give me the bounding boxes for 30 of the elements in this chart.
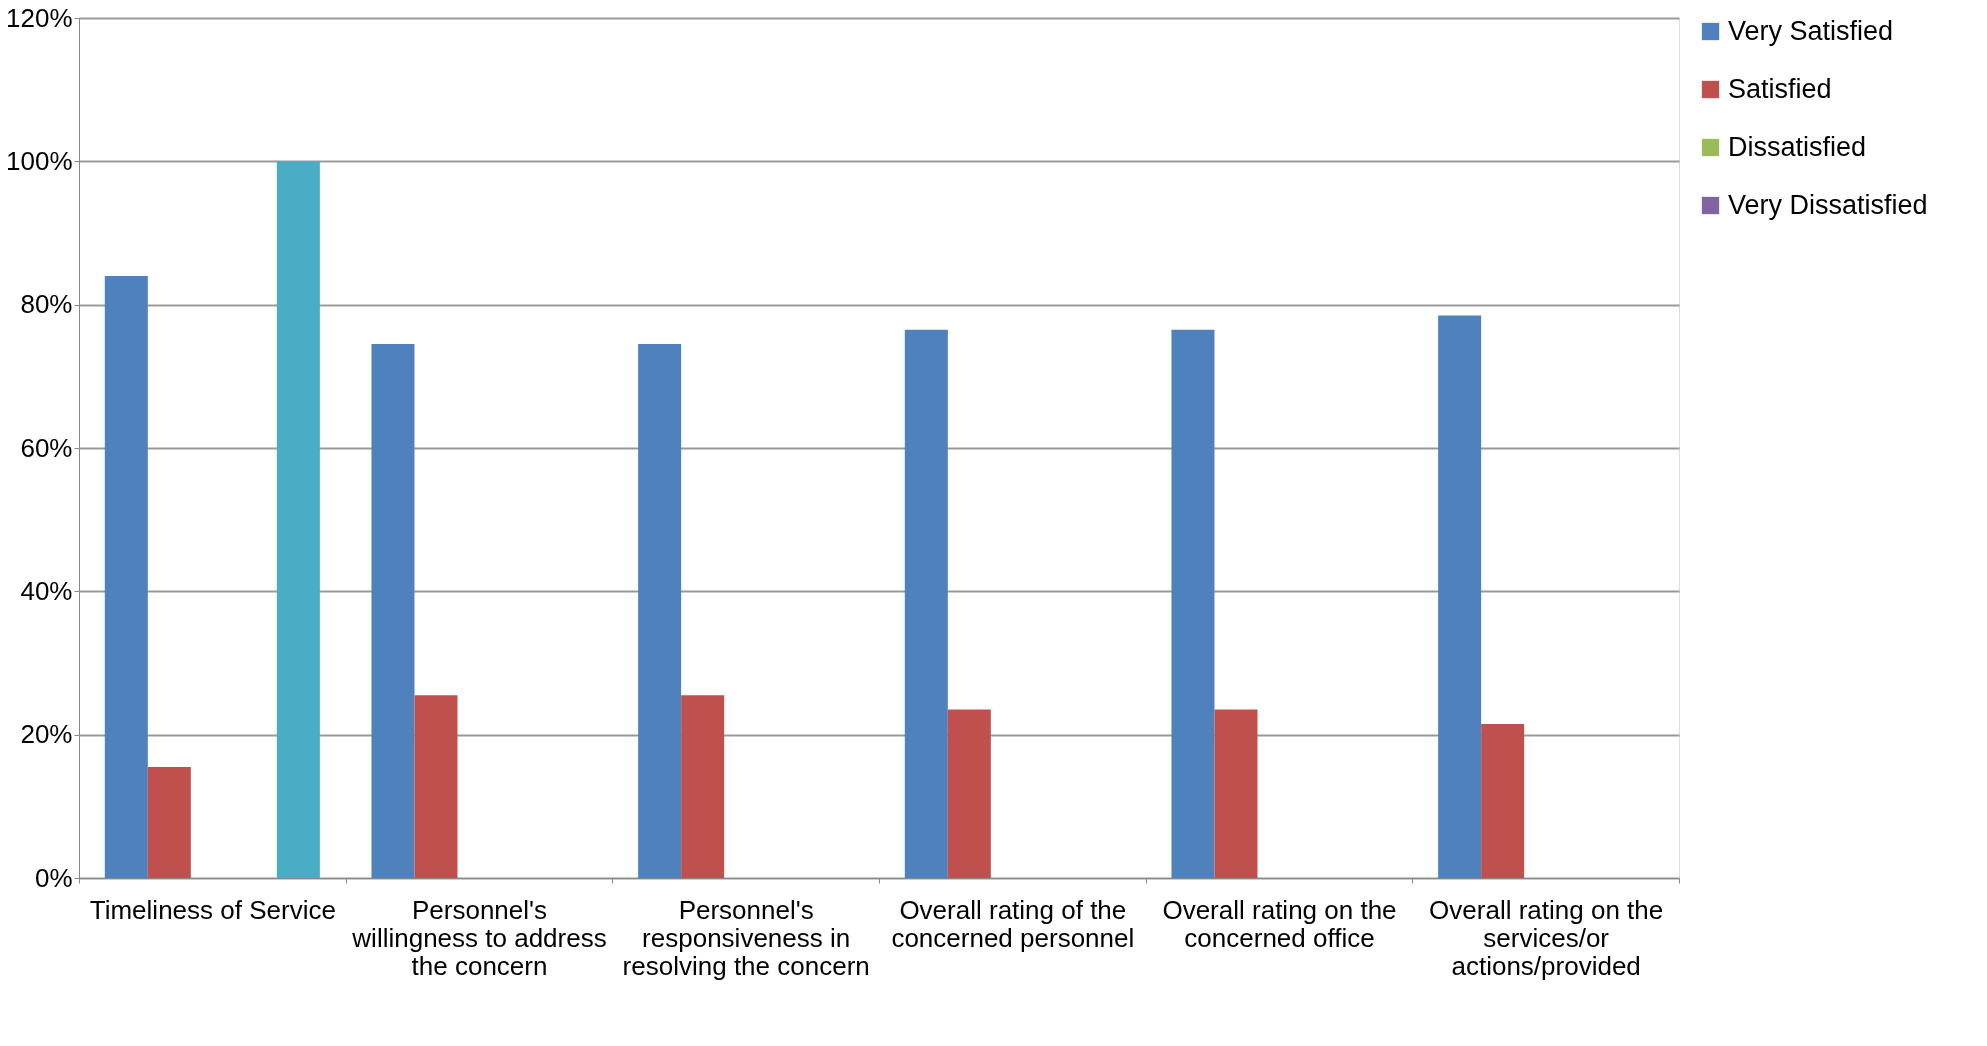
bar [638, 344, 682, 878]
bar [947, 709, 991, 878]
y-tick-label: 40% [20, 575, 73, 606]
legend-label: Very Dissatisfied [1728, 189, 1928, 220]
x-tick-label: Overall rating on the services/or actions/provided [1429, 894, 1664, 981]
x-tick-label: Overall rating on the concerned office [1162, 894, 1397, 953]
bar [681, 695, 725, 878]
bar [104, 276, 148, 878]
y-tick-label: 0% [34, 862, 73, 893]
bar [276, 161, 320, 878]
bar [414, 695, 458, 878]
y-tick-label: 20% [20, 719, 73, 750]
x-tick-label: Personnel's willingness to address the concern [351, 894, 607, 981]
bar [147, 766, 191, 878]
bar [1438, 315, 1482, 878]
x-tick-label: Timeliness of Service [89, 894, 336, 925]
y-tick-label: 80% [20, 289, 73, 320]
legend-label: Dissatisfied [1728, 131, 1867, 162]
y-tick-label: 100% [6, 145, 73, 176]
x-tick-label: Personnel's responsiveness in resolving the concern [622, 894, 870, 981]
y-tick-label: 120% [6, 2, 73, 33]
legend-label: Very Satisfied [1728, 15, 1894, 46]
bar [1171, 329, 1215, 878]
bar [371, 344, 415, 878]
bar [1481, 723, 1525, 878]
y-tick-label: 60% [20, 432, 73, 463]
legend-label: Satisfied [1728, 73, 1832, 104]
bar [1214, 709, 1258, 878]
bar [904, 329, 948, 878]
x-tick-label: Overall rating of the concerned personnel [891, 894, 1135, 953]
